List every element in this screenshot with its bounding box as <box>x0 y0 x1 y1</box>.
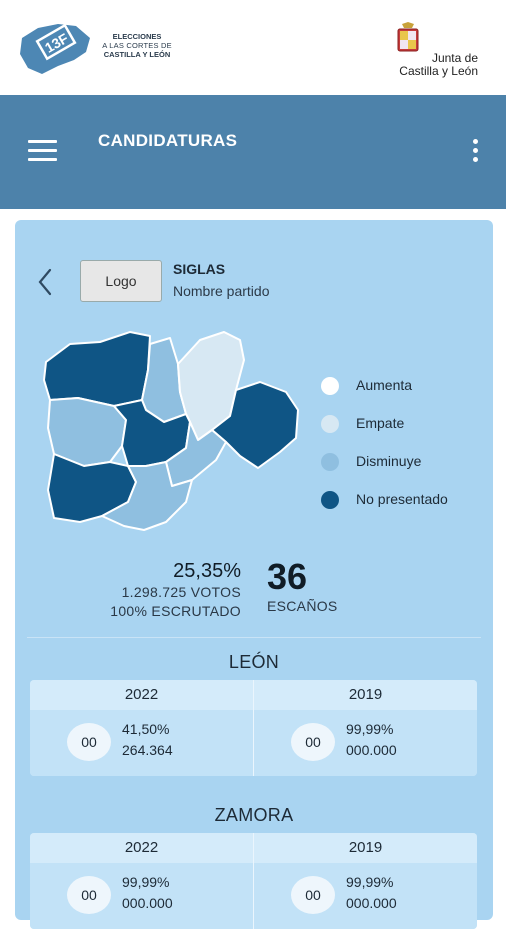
legend-dot <box>321 491 339 509</box>
legend-dot <box>321 415 339 433</box>
year-results: 00 99,99% 000.000 <box>30 863 253 929</box>
votes-value: 000.000 <box>122 895 173 911</box>
junta-line-2: Castilla y León <box>399 64 478 78</box>
elecciones-logo: 13F <box>20 23 90 74</box>
junta-line-1: Junta de <box>431 51 478 65</box>
page-title: CANDIDATURAS <box>98 131 238 150</box>
candidate-panel: Logo SIGLAS Nombre partido Aumenta Empat… <box>15 220 493 929</box>
year-header: 2019 <box>254 680 477 710</box>
party-logo: Logo <box>80 260 162 302</box>
year-results: 00 99,99% 000.000 <box>254 710 477 776</box>
legend-dot <box>321 377 339 395</box>
year-header: 2019 <box>254 833 477 863</box>
year-column: 2022 00 41,50% 264.364 <box>30 680 253 776</box>
province-title: ZAMORA <box>214 805 294 825</box>
legend-dot <box>321 453 339 471</box>
year-results: 00 41,50% 264.364 <box>30 710 253 776</box>
percent-value: 41,50% <box>122 721 170 737</box>
app-bar: CANDIDATURAS <box>0 95 506 209</box>
back-arrow-icon[interactable] <box>35 265 55 299</box>
votes-value: 000.000 <box>346 742 397 758</box>
seats-badge: 00 <box>67 723 111 761</box>
party-siglas: SIGLAS <box>173 261 226 277</box>
coat-of-arms-icon <box>397 22 419 52</box>
brand-line-2: A LAS CORTES DE <box>102 41 172 50</box>
seats-label: ESCAÑOS <box>267 598 338 614</box>
junta-text: Junta de Castilla y León <box>386 52 478 78</box>
vertical-dots-icon[interactable] <box>470 139 480 167</box>
percent-value: 99,99% <box>122 874 170 890</box>
seats-count: 36 <box>267 556 308 597</box>
province-soria <box>211 381 299 469</box>
region-map <box>43 331 299 531</box>
province-leon <box>43 331 151 407</box>
year-column: 2019 00 99,99% 000.000 <box>254 680 477 776</box>
seats-badge: 00 <box>291 723 335 761</box>
legend-label: No presentado <box>356 491 448 507</box>
legend-label: Disminuye <box>356 453 422 469</box>
brand-text: ELECCIONES A LAS CORTES DE CASTILLA Y LE… <box>96 32 178 59</box>
brand-line-3: CASTILLA Y LEÓN <box>103 50 171 59</box>
brand-header: 13F ELECCIONES A LAS CORTES DE CASTILLA … <box>0 0 506 95</box>
hamburger-menu-icon[interactable] <box>28 140 60 162</box>
percent-value: 99,99% <box>346 874 394 890</box>
vote-count: 1.298.725 VOTOS <box>121 584 241 600</box>
divider <box>27 637 481 638</box>
province-zamora <box>47 397 127 467</box>
province-results-table: 2022 00 99,99% 000.000 2019 00 99,99% 00… <box>30 833 477 929</box>
province-title: LEÓN <box>228 652 280 672</box>
brand-line-1: ELECCIONES <box>112 32 162 41</box>
province-avila <box>101 461 193 531</box>
scrutiny-status: 100% ESCRUTADO <box>110 603 241 619</box>
seats-badge: 00 <box>67 876 111 914</box>
votes-value: 000.000 <box>346 895 397 911</box>
year-column: 2019 00 99,99% 000.000 <box>254 833 477 929</box>
legend-label: Aumenta <box>356 377 413 393</box>
vote-percentage: 25,35% <box>173 560 241 582</box>
percent-value: 99,99% <box>346 721 394 737</box>
column-divider <box>253 680 254 776</box>
seats-badge: 00 <box>291 876 335 914</box>
year-column: 2022 00 99,99% 000.000 <box>30 833 253 929</box>
legend-label: Empate <box>356 415 405 431</box>
year-header: 2022 <box>30 833 253 863</box>
party-name: Nombre partido <box>173 283 270 299</box>
column-divider <box>253 833 254 929</box>
year-header: 2022 <box>30 680 253 710</box>
junta-logo: Junta de Castilla y León <box>386 22 480 80</box>
votes-value: 264.364 <box>122 742 173 758</box>
province-results-table: 2022 00 41,50% 264.364 2019 00 99,99% 00… <box>30 680 477 776</box>
province-segovia <box>165 421 227 487</box>
year-results: 00 99,99% 000.000 <box>254 863 477 929</box>
